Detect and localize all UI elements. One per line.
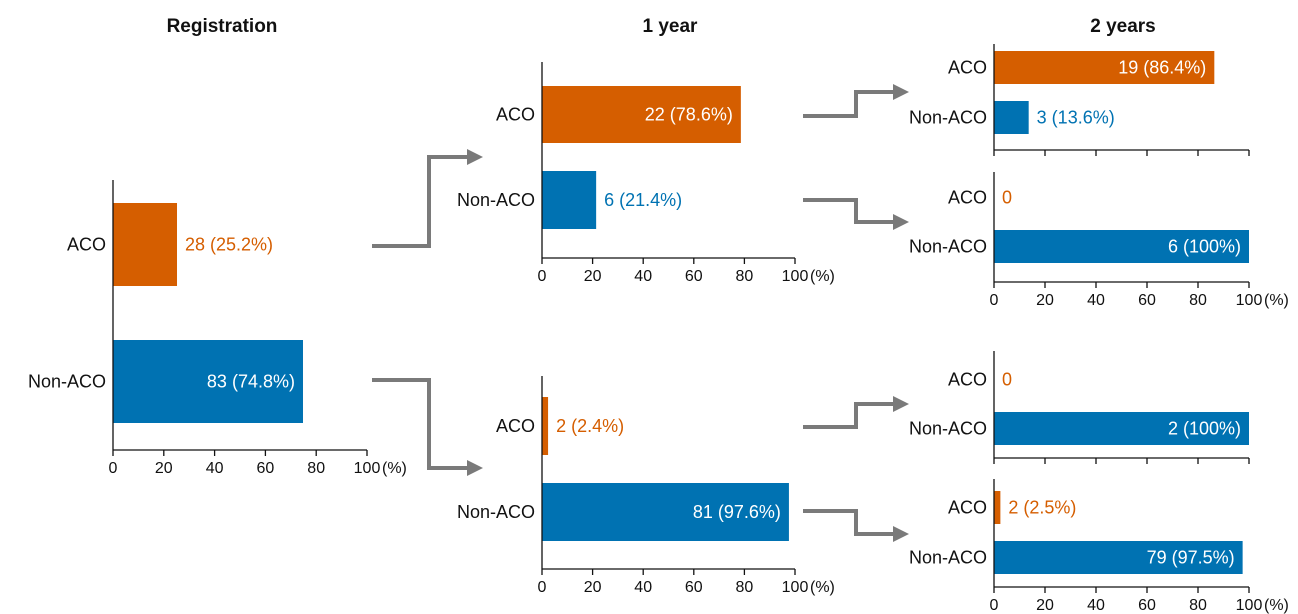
x-tick-label: 80	[736, 268, 754, 285]
arrow-year1-nonaco-to-year2	[803, 198, 893, 224]
data-label: 22 (78.6%)	[645, 105, 733, 125]
data-label: 6 (21.4%)	[604, 190, 682, 210]
transition-arrows	[372, 84, 909, 542]
panel-year2-aco-nonaco: ACO 0 Non-ACO 6 (100%) 0 20 40 60 80 100 (%)	[909, 172, 1289, 309]
category-label: ACO	[496, 105, 535, 125]
category-label: Non-ACO	[28, 372, 106, 392]
x-tick-label: 60	[685, 579, 703, 596]
panel-registration: ACO 28 (25.2%) Non-ACO 83 (74.8%) 0 20 40 60 80 1…	[28, 180, 407, 477]
panel-year2-nonaco-nonaco: ACO 2 (2.5%) Non-ACO 79 (97.5%) 0 20 40 60 80 100…	[909, 479, 1289, 614]
data-label: 2 (2.5%)	[1008, 498, 1076, 518]
x-tick-label: 0	[990, 292, 999, 309]
bar-aco	[542, 397, 549, 455]
category-label: ACO	[948, 58, 987, 78]
bar-aco	[994, 491, 1001, 524]
category-label: Non-ACO	[909, 237, 987, 257]
panel-year2-nonaco-aco: ACO 0 Non-ACO 2 (100%)	[909, 351, 1250, 464]
title-registration: Registration	[167, 16, 278, 37]
title-2-years: 2 years	[1090, 16, 1156, 37]
data-label: 0	[1002, 370, 1012, 390]
x-tick-label: 100	[782, 579, 809, 596]
bar-non-aco	[113, 340, 303, 423]
category-label: ACO	[948, 188, 987, 208]
bar-non-aco	[542, 171, 597, 229]
x-tick-label: 60	[1138, 292, 1156, 309]
data-label: 83 (74.8%)	[207, 372, 295, 392]
data-label: 2 (2.4%)	[556, 416, 624, 436]
category-label: ACO	[948, 498, 987, 518]
x-tick-label: 60	[1138, 597, 1156, 614]
bar-aco	[994, 51, 1215, 84]
data-label: 81 (97.6%)	[693, 502, 781, 522]
x-unit-label: (%)	[382, 460, 407, 477]
x-tick-label: 80	[736, 579, 754, 596]
data-label: 28 (25.2%)	[185, 235, 273, 255]
bar-non-aco	[994, 412, 1249, 445]
x-tick-label: 100	[1236, 292, 1263, 309]
bar-aco	[113, 203, 178, 286]
arrow-head	[893, 84, 909, 100]
panel-year1-from-nonaco: ACO 2 (2.4%) Non-ACO 81 (97.6%) 0 20 40 60 80 100…	[457, 376, 835, 596]
data-label: 2 (100%)	[1168, 419, 1241, 439]
bar-non-aco	[994, 230, 1249, 263]
x-tick-label: 100	[1236, 597, 1263, 614]
x-tick-label: 0	[109, 460, 118, 477]
category-label: ACO	[496, 416, 535, 436]
x-tick-label: 40	[1087, 292, 1105, 309]
bar-non-aco	[994, 541, 1243, 574]
category-label: ACO	[67, 235, 106, 255]
x-tick-label: 100	[354, 460, 381, 477]
data-label: 19 (86.4%)	[1118, 58, 1206, 78]
x-tick-label: 40	[1087, 597, 1105, 614]
category-label: Non-ACO	[909, 108, 987, 128]
data-label: 79 (97.5%)	[1147, 548, 1235, 568]
data-label: 0	[1002, 188, 1012, 208]
x-tick-label: 20	[1036, 292, 1054, 309]
category-label: Non-ACO	[457, 190, 535, 210]
arrow-head	[467, 460, 483, 476]
x-tick-label: 20	[584, 579, 602, 596]
arrow-head	[893, 214, 909, 230]
category-label: Non-ACO	[909, 548, 987, 568]
bar-non-aco	[994, 101, 1029, 134]
x-tick-label: 20	[584, 268, 602, 285]
arrow-reg-aco-to-year1-aco	[372, 155, 467, 248]
arrow-reg-nonaco-to-year1-nonaco	[372, 378, 467, 470]
title-1-year: 1 year	[643, 16, 699, 37]
data-label: 3 (13.6%)	[1037, 108, 1115, 128]
x-tick-label: 80	[1189, 292, 1207, 309]
arrow-head	[893, 526, 909, 542]
x-tick-label: 20	[155, 460, 173, 477]
x-tick-label: 40	[206, 460, 224, 477]
bar-aco	[542, 86, 741, 143]
arrow-year1b-aco-to-year2	[803, 402, 893, 429]
panel-year1-from-aco: ACO 22 (78.6%) Non-ACO 6 (21.4%) 0 20 40 60 80 10…	[457, 62, 835, 285]
x-unit-label: (%)	[1264, 292, 1289, 309]
x-tick-label: 20	[1036, 597, 1054, 614]
x-unit-label: (%)	[810, 268, 835, 285]
arrow-head	[467, 149, 483, 165]
category-label: Non-ACO	[909, 419, 987, 439]
category-label: ACO	[948, 370, 987, 390]
x-tick-label: 40	[634, 579, 652, 596]
x-tick-label: 0	[990, 597, 999, 614]
data-label: 6 (100%)	[1168, 237, 1241, 257]
x-tick-label: 80	[307, 460, 325, 477]
arrow-year1-aco-to-year2	[803, 90, 893, 118]
category-label: Non-ACO	[457, 502, 535, 522]
x-unit-label: (%)	[1264, 597, 1289, 614]
x-tick-label: 80	[1189, 597, 1207, 614]
x-tick-label: 100	[782, 268, 809, 285]
arrow-head	[893, 396, 909, 412]
bar-non-aco	[542, 483, 789, 541]
panel-year2-aco-aco: ACO 19 (86.4%) Non-ACO 3 (13.6%)	[909, 44, 1250, 156]
x-tick-label: 0	[538, 268, 547, 285]
x-tick-label: 40	[634, 268, 652, 285]
x-tick-label: 60	[257, 460, 275, 477]
x-tick-label: 60	[685, 268, 703, 285]
x-unit-label: (%)	[810, 579, 835, 596]
x-tick-label: 0	[538, 579, 547, 596]
arrow-year1b-nonaco-to-year2	[803, 509, 893, 536]
